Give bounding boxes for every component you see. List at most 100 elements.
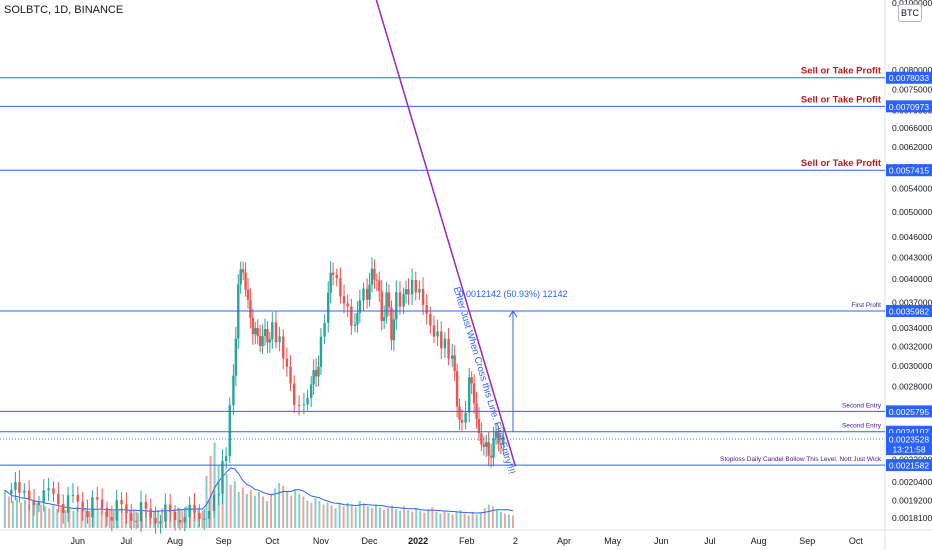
volume-bar [181, 510, 184, 528]
candle-body [368, 284, 371, 300]
volume-bar [399, 510, 402, 528]
candle-body [502, 436, 505, 445]
candle-body [353, 324, 357, 326]
volume-bar [370, 508, 373, 528]
candle-body [62, 504, 65, 513]
candle-body [464, 412, 467, 423]
candle-body [91, 497, 94, 518]
volume-bar [104, 511, 107, 528]
candle-body [234, 338, 238, 376]
volume-bar [423, 512, 426, 528]
volume-bar [354, 507, 357, 528]
candle-body [443, 338, 447, 349]
volume-bar [108, 510, 111, 528]
volume-bar [257, 492, 260, 528]
measure-arrowhead [508, 310, 518, 318]
time-tick-label: Oct [849, 536, 864, 546]
price-tick-label: 0.0018100 [892, 513, 932, 523]
candle-body [100, 499, 104, 508]
volume-bar [306, 501, 309, 528]
candle-body [451, 355, 454, 359]
volume-bar [253, 495, 256, 528]
volume-bar [318, 501, 321, 528]
candle-body [224, 456, 228, 461]
volume-bar [28, 503, 31, 528]
price-tick-label: 0.0034000 [892, 323, 932, 333]
time-tick-label: 2022 [408, 536, 428, 546]
volume-bar [326, 502, 329, 528]
volume-bar [274, 488, 277, 528]
candle-body [314, 370, 318, 377]
time-tick-label: Jul [704, 536, 716, 546]
candle-body [455, 371, 459, 407]
volume-bar [229, 484, 232, 528]
price-tick-label: 0.0028000 [892, 382, 932, 392]
candle-body [261, 336, 264, 347]
candle-body [492, 438, 495, 458]
volume-bar [346, 502, 349, 528]
volume-bar [459, 510, 462, 528]
price-tick-label: 0.0046000 [892, 232, 932, 242]
volume-bar [24, 500, 27, 528]
volume-bar [153, 510, 156, 528]
candle-body [193, 504, 196, 513]
symbol-info[interactable]: SOLBTC, 1D, BINANCE [4, 4, 124, 16]
candle-body [10, 489, 13, 495]
candle-body [489, 455, 493, 458]
candle-body [149, 508, 152, 518]
candle-body [212, 494, 216, 512]
candle-body [382, 317, 386, 321]
volume-bar [391, 505, 394, 528]
candle-body [468, 377, 471, 413]
candle-body [477, 418, 481, 434]
volume-bar [48, 508, 51, 528]
price-tick-label: 0.0066000 [892, 123, 932, 133]
volume-bar [451, 514, 454, 528]
currency-badge[interactable]: BTC [898, 4, 922, 22]
candle-body [329, 272, 332, 293]
price-tick-label: 0.0020400 [892, 477, 932, 487]
volume-bar [411, 511, 414, 528]
volume-bar [189, 508, 192, 528]
volume-bar [447, 512, 450, 528]
level-price-label: 0.0025795 [889, 407, 929, 417]
level-price-label: 0.0070973 [889, 102, 929, 112]
candle-body [375, 279, 379, 281]
candle-body [378, 280, 381, 292]
volume-bar [60, 507, 63, 528]
volume-bar [100, 507, 103, 528]
candle-body [183, 517, 186, 523]
candle-body [18, 482, 21, 493]
candle-body [335, 274, 338, 279]
level-annotation: Sell or Take Profit [801, 94, 882, 105]
volume-bar [241, 487, 244, 528]
candle-body [57, 493, 60, 505]
candle-body [96, 497, 99, 500]
volume-bar [201, 510, 204, 528]
level-annotation: Sell or Take Profit [801, 158, 882, 169]
candle-body [228, 405, 231, 457]
volume-bar [298, 493, 301, 528]
time-tick-label: Apr [557, 536, 571, 546]
volume-bar [124, 511, 127, 528]
candle-body [387, 292, 391, 308]
volume-bar [314, 498, 317, 528]
candle-body [390, 307, 393, 341]
volume-bar [161, 508, 164, 528]
volume-bar [40, 504, 43, 528]
level-price-tag [886, 164, 932, 177]
candle-body [249, 299, 252, 318]
candle-body [154, 517, 157, 524]
candle-body [256, 328, 259, 337]
level-annotation: First Profit [851, 302, 881, 309]
volume-bar [185, 506, 188, 528]
volume-bar [88, 510, 91, 528]
volume-bar [403, 506, 406, 528]
candle-body [453, 355, 456, 372]
level-price-tag [886, 459, 932, 472]
volume-bar [80, 510, 83, 528]
volume-bar [495, 510, 498, 528]
candle-body [188, 504, 191, 518]
candle-body [421, 288, 425, 306]
